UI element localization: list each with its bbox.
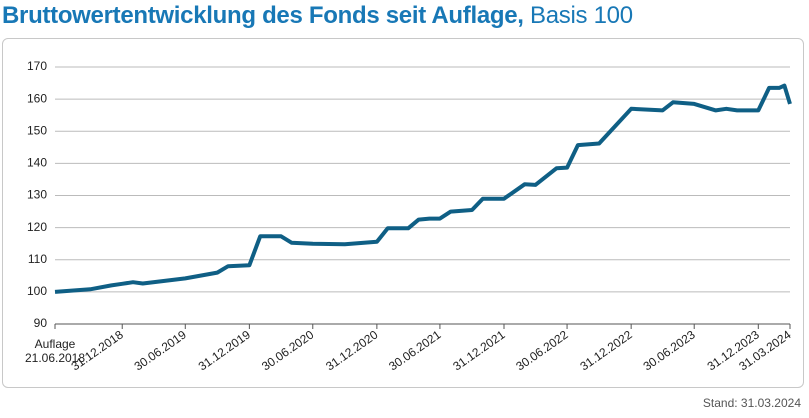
x-tick-label: 30.06.2020 — [259, 327, 316, 373]
x-tick-label: 31.12.2022 — [577, 327, 634, 373]
x-tick-label: 31.12.2019 — [196, 327, 253, 373]
chart-frame — [2, 38, 804, 388]
x-tick-label: 31.12.2021 — [450, 327, 507, 373]
y-tick-label: 140 — [27, 156, 47, 170]
y-tick-label: 160 — [27, 91, 47, 105]
y-tick-label: 130 — [27, 188, 47, 202]
y-tick-label: 90 — [34, 316, 48, 330]
y-tick-label: 120 — [27, 220, 47, 234]
y-tick-label: 170 — [27, 59, 47, 73]
x-tick-label: 30.06.2023 — [641, 327, 698, 373]
x-tick-label: 30.06.2021 — [386, 327, 443, 373]
chart-subtitle: Basis 100 — [530, 2, 633, 29]
x-tick-label: 30.06.2019 — [132, 327, 189, 373]
x-tick-label: 30.06.2022 — [513, 327, 570, 373]
y-tick-label: 150 — [27, 123, 47, 137]
y-tick-label: 110 — [28, 252, 47, 266]
x-tick-label: Auflage 21.06.2018 — [24, 337, 86, 365]
title-block: Bruttowertentwicklung des Fonds seit Auf… — [2, 2, 633, 30]
footnote: Stand: 31.03.2024 — [702, 396, 801, 410]
x-tick-label: 31.12.2020 — [323, 327, 380, 373]
y-tick-label: 100 — [27, 284, 47, 298]
line-series — [54, 83, 792, 294]
chart-title: Bruttowertentwicklung des Fonds seit Auf… — [2, 2, 524, 29]
